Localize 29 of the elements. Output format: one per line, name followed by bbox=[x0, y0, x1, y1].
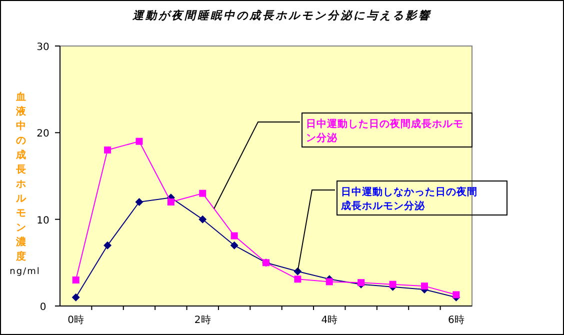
point bbox=[230, 241, 238, 250]
y-tick-label: 0 bbox=[40, 302, 46, 313]
point bbox=[135, 198, 144, 206]
point bbox=[452, 291, 460, 298]
point bbox=[104, 241, 112, 250]
x-tick-label: 4時 bbox=[321, 314, 338, 326]
point bbox=[230, 232, 238, 240]
y-tick-label: 20 bbox=[36, 128, 50, 140]
x-tick-label: 6時 bbox=[448, 314, 464, 326]
text: 血液中の成長ホルモン濃度 bbox=[16, 92, 26, 262]
point bbox=[198, 215, 207, 224]
x-tick-label: 0時 bbox=[68, 314, 84, 326]
point bbox=[326, 278, 333, 286]
point bbox=[104, 146, 112, 154]
point bbox=[389, 280, 396, 288]
point bbox=[72, 293, 80, 302]
text: 日中運動した日の夜間成長ホルモン分泌 bbox=[306, 118, 464, 144]
point bbox=[72, 276, 80, 284]
text: 日中運動しなかった日の夜間成長ホルモン分泌 bbox=[340, 186, 478, 212]
y-tick-label: 10 bbox=[36, 215, 50, 226]
chart-title: 運動が夜間睡眠中の成長ホルモン分泌に与える影響 bbox=[132, 9, 432, 22]
text: ng/ml bbox=[10, 267, 40, 277]
point bbox=[294, 276, 302, 283]
y-tick-label: 30 bbox=[36, 42, 50, 53]
x-tick-label: 2時 bbox=[194, 314, 211, 326]
point bbox=[199, 190, 206, 197]
point bbox=[420, 282, 428, 290]
point bbox=[136, 138, 143, 145]
point bbox=[167, 198, 174, 206]
